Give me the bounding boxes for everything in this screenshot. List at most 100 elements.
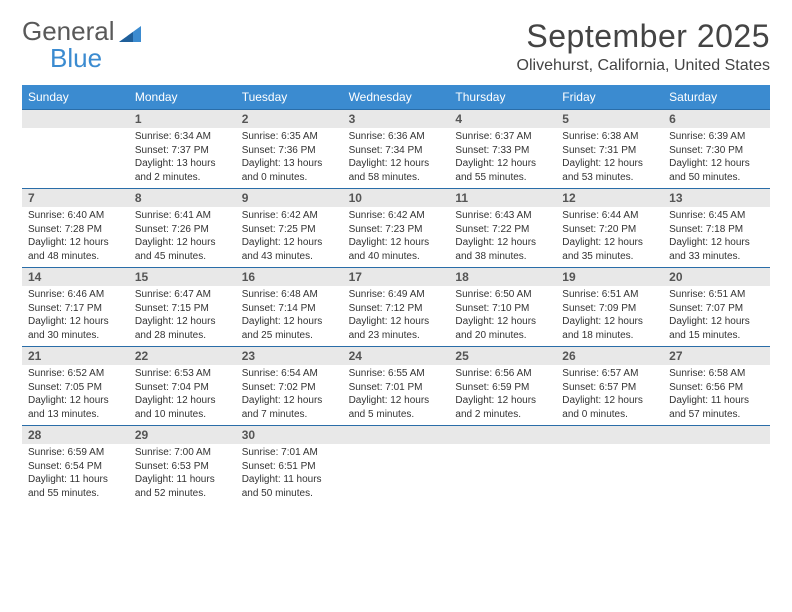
daylight1-text: Daylight: 12 hours bbox=[455, 394, 550, 408]
daylight1-text: Daylight: 12 hours bbox=[242, 315, 337, 329]
day-number: . bbox=[22, 110, 129, 128]
sunset-text: Sunset: 6:51 PM bbox=[242, 460, 337, 474]
day-info: Sunrise: 6:41 AMSunset: 7:26 PMDaylight:… bbox=[129, 207, 236, 267]
day-number: 29 bbox=[129, 426, 236, 444]
day-number: 14 bbox=[22, 268, 129, 286]
day-number: 2 bbox=[236, 110, 343, 128]
info-row: Sunrise: 6:46 AMSunset: 7:17 PMDaylight:… bbox=[22, 286, 770, 346]
sunrise-text: Sunrise: 6:46 AM bbox=[28, 288, 123, 302]
daylight1-text: Daylight: 12 hours bbox=[135, 394, 230, 408]
sunrise-text: Sunrise: 6:36 AM bbox=[349, 130, 444, 144]
daylight2-text: and 50 minutes. bbox=[669, 171, 764, 185]
sunrise-text: Sunrise: 6:38 AM bbox=[562, 130, 657, 144]
sunrise-text: Sunrise: 6:34 AM bbox=[135, 130, 230, 144]
daylight1-text: Daylight: 11 hours bbox=[242, 473, 337, 487]
daylight1-text: Daylight: 12 hours bbox=[455, 236, 550, 250]
day-number: 25 bbox=[449, 347, 556, 365]
sunrise-text: Sunrise: 6:45 AM bbox=[669, 209, 764, 223]
day-info: Sunrise: 6:51 AMSunset: 7:09 PMDaylight:… bbox=[556, 286, 663, 346]
daylight2-text: and 25 minutes. bbox=[242, 329, 337, 343]
daylight2-text: and 55 minutes. bbox=[455, 171, 550, 185]
day-number: 23 bbox=[236, 347, 343, 365]
day-info: Sunrise: 6:35 AMSunset: 7:36 PMDaylight:… bbox=[236, 128, 343, 188]
daylight1-text: Daylight: 12 hours bbox=[349, 236, 444, 250]
logo: General Blue bbox=[22, 18, 143, 73]
daylight2-text: and 43 minutes. bbox=[242, 250, 337, 264]
daynum-row: 282930.... bbox=[22, 425, 770, 444]
day-info: Sunrise: 6:55 AMSunset: 7:01 PMDaylight:… bbox=[343, 365, 450, 425]
sunset-text: Sunset: 7:34 PM bbox=[349, 144, 444, 158]
day-number: 9 bbox=[236, 189, 343, 207]
day-info: Sunrise: 6:50 AMSunset: 7:10 PMDaylight:… bbox=[449, 286, 556, 346]
day-info bbox=[22, 128, 129, 188]
day-info bbox=[556, 444, 663, 504]
day-number: 12 bbox=[556, 189, 663, 207]
logo-word2: Blue bbox=[50, 43, 102, 73]
sunrise-text: Sunrise: 6:42 AM bbox=[349, 209, 444, 223]
sunrise-text: Sunrise: 6:48 AM bbox=[242, 288, 337, 302]
daylight2-text: and 10 minutes. bbox=[135, 408, 230, 422]
day-info: Sunrise: 6:59 AMSunset: 6:54 PMDaylight:… bbox=[22, 444, 129, 504]
sunrise-text: Sunrise: 6:51 AM bbox=[562, 288, 657, 302]
daylight2-text: and 57 minutes. bbox=[669, 408, 764, 422]
day-number: 27 bbox=[663, 347, 770, 365]
daylight2-text: and 28 minutes. bbox=[135, 329, 230, 343]
daylight1-text: Daylight: 12 hours bbox=[135, 315, 230, 329]
sunrise-text: Sunrise: 6:37 AM bbox=[455, 130, 550, 144]
sunrise-text: Sunrise: 6:44 AM bbox=[562, 209, 657, 223]
daylight1-text: Daylight: 12 hours bbox=[562, 236, 657, 250]
daylight2-text: and 35 minutes. bbox=[562, 250, 657, 264]
sunset-text: Sunset: 7:15 PM bbox=[135, 302, 230, 316]
daylight1-text: Daylight: 12 hours bbox=[669, 157, 764, 171]
daylight2-text: and 50 minutes. bbox=[242, 487, 337, 501]
day-number: 30 bbox=[236, 426, 343, 444]
day-number: 6 bbox=[663, 110, 770, 128]
day-number: . bbox=[343, 426, 450, 444]
daylight2-text: and 2 minutes. bbox=[455, 408, 550, 422]
daylight2-text: and 48 minutes. bbox=[28, 250, 123, 264]
day-number: 22 bbox=[129, 347, 236, 365]
day-info: Sunrise: 6:49 AMSunset: 7:12 PMDaylight:… bbox=[343, 286, 450, 346]
sunset-text: Sunset: 6:59 PM bbox=[455, 381, 550, 395]
info-row: Sunrise: 6:59 AMSunset: 6:54 PMDaylight:… bbox=[22, 444, 770, 504]
day-info: Sunrise: 6:58 AMSunset: 6:56 PMDaylight:… bbox=[663, 365, 770, 425]
daylight1-text: Daylight: 12 hours bbox=[28, 236, 123, 250]
day-info: Sunrise: 6:42 AMSunset: 7:23 PMDaylight:… bbox=[343, 207, 450, 267]
day-info: Sunrise: 6:39 AMSunset: 7:30 PMDaylight:… bbox=[663, 128, 770, 188]
daylight2-text: and 45 minutes. bbox=[135, 250, 230, 264]
daylight2-text: and 20 minutes. bbox=[455, 329, 550, 343]
sunset-text: Sunset: 7:12 PM bbox=[349, 302, 444, 316]
daylight2-text: and 38 minutes. bbox=[455, 250, 550, 264]
daylight2-text: and 23 minutes. bbox=[349, 329, 444, 343]
day-info: Sunrise: 6:43 AMSunset: 7:22 PMDaylight:… bbox=[449, 207, 556, 267]
dayname-thursday: Thursday bbox=[449, 85, 556, 109]
daylight1-text: Daylight: 12 hours bbox=[455, 157, 550, 171]
daylight1-text: Daylight: 12 hours bbox=[669, 315, 764, 329]
day-info: Sunrise: 6:56 AMSunset: 6:59 PMDaylight:… bbox=[449, 365, 556, 425]
daylight1-text: Daylight: 12 hours bbox=[349, 157, 444, 171]
dayname-monday: Monday bbox=[129, 85, 236, 109]
day-number: 13 bbox=[663, 189, 770, 207]
daylight2-text: and 52 minutes. bbox=[135, 487, 230, 501]
sunrise-text: Sunrise: 6:41 AM bbox=[135, 209, 230, 223]
day-info bbox=[663, 444, 770, 504]
sunset-text: Sunset: 7:05 PM bbox=[28, 381, 123, 395]
day-number: 21 bbox=[22, 347, 129, 365]
sunset-text: Sunset: 6:57 PM bbox=[562, 381, 657, 395]
sunset-text: Sunset: 7:23 PM bbox=[349, 223, 444, 237]
day-number: 24 bbox=[343, 347, 450, 365]
sunset-text: Sunset: 7:30 PM bbox=[669, 144, 764, 158]
day-number: 26 bbox=[556, 347, 663, 365]
day-number: 5 bbox=[556, 110, 663, 128]
daylight2-text: and 15 minutes. bbox=[669, 329, 764, 343]
sunset-text: Sunset: 7:02 PM bbox=[242, 381, 337, 395]
day-number: 1 bbox=[129, 110, 236, 128]
daylight1-text: Daylight: 12 hours bbox=[562, 157, 657, 171]
sunset-text: Sunset: 7:04 PM bbox=[135, 381, 230, 395]
sunrise-text: Sunrise: 6:57 AM bbox=[562, 367, 657, 381]
daylight1-text: Daylight: 13 hours bbox=[135, 157, 230, 171]
sunset-text: Sunset: 7:22 PM bbox=[455, 223, 550, 237]
day-info: Sunrise: 6:46 AMSunset: 7:17 PMDaylight:… bbox=[22, 286, 129, 346]
weeks-container: .123456Sunrise: 6:34 AMSunset: 7:37 PMDa… bbox=[22, 109, 770, 504]
daynum-row: 14151617181920 bbox=[22, 267, 770, 286]
